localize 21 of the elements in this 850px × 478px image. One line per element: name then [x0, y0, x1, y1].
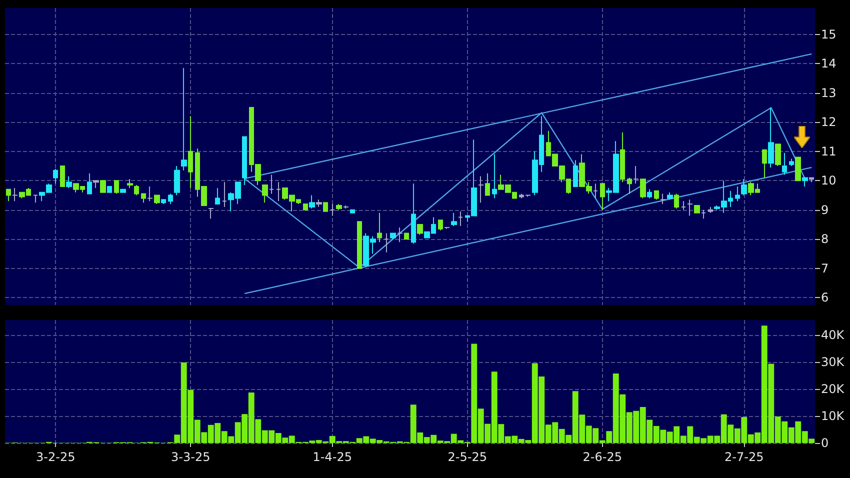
- y-tick-label: 40K: [821, 328, 846, 342]
- y-tick-label: 6: [821, 290, 829, 305]
- y-tick-label: 14: [821, 56, 836, 71]
- x-tick-label: 3-3-25: [171, 450, 210, 464]
- y-tick-label: 12: [821, 115, 836, 130]
- y-tick-label: 15: [821, 27, 836, 42]
- x-tick-label: 2-7-25: [724, 450, 764, 464]
- y-tick-label: 11: [821, 144, 836, 158]
- y-tick-label: 10: [821, 174, 836, 188]
- y-tick-label: 20K: [821, 382, 846, 396]
- y-tick-label: 7: [821, 261, 829, 276]
- y-tick-label: 13: [821, 86, 836, 100]
- y-tick-label: 9: [821, 202, 829, 217]
- y-tick-label: 0: [821, 436, 829, 450]
- x-tick-label: 3-2-25: [36, 450, 76, 464]
- y-tick-label: 30K: [821, 354, 846, 369]
- y-tick-label: 10K: [821, 408, 846, 423]
- y-tick-label: 8: [821, 232, 829, 246]
- x-tick-label: 1-4-25: [312, 450, 352, 464]
- x-tick-label: 2-6-25: [582, 450, 622, 464]
- x-tick-label: 2-5-25: [448, 450, 487, 464]
